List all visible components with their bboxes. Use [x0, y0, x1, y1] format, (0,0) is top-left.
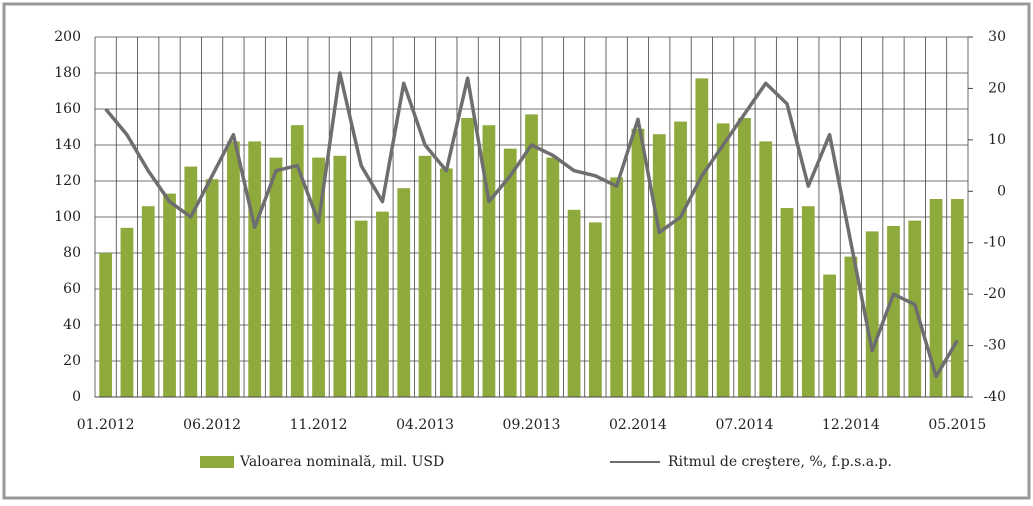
- bar: [461, 118, 475, 397]
- bar: [652, 134, 666, 397]
- y-tick-label: 200: [54, 29, 81, 45]
- bar: [99, 253, 113, 397]
- x-tick-label: 04.2013: [396, 417, 454, 433]
- bar: [887, 226, 900, 397]
- bar: [141, 206, 155, 397]
- bar: [631, 128, 645, 398]
- x-tick-label: 01.2012: [77, 417, 135, 433]
- bar: [759, 141, 773, 397]
- bar: [439, 168, 453, 397]
- bar: [546, 157, 560, 397]
- bar: [503, 148, 517, 397]
- bar: [674, 121, 687, 397]
- y2-tick-label: -30: [983, 338, 1006, 354]
- bar: [865, 231, 879, 397]
- bar: [184, 166, 198, 397]
- bar: [205, 179, 219, 397]
- bar: [844, 256, 858, 397]
- bar: [418, 155, 432, 397]
- x-tick-label: 11.2012: [290, 417, 348, 433]
- y-tick-label: 100: [54, 209, 81, 225]
- y-tick-label: 140: [54, 137, 81, 153]
- bar: [950, 199, 964, 397]
- bar: [290, 125, 304, 397]
- legend-label: Ritmul de creştere, %, f.p.s.a.p.: [668, 454, 892, 470]
- bar: [248, 141, 262, 397]
- y2-tick-label: -40: [983, 389, 1006, 405]
- bar: [823, 274, 836, 397]
- bar: [269, 157, 283, 397]
- bar: [588, 222, 602, 397]
- bar: [929, 199, 943, 397]
- bar: [397, 188, 411, 397]
- y-tick-label: 120: [54, 173, 81, 189]
- y-tick-label: 80: [63, 245, 81, 261]
- y-tick-label: 60: [63, 281, 81, 297]
- growth-line: [104, 71, 959, 379]
- y2-tick-label: 0: [997, 183, 1006, 199]
- x-tick-label: 07.2014: [715, 417, 773, 433]
- legend-swatch: [200, 456, 234, 468]
- x-tick-label: 12.2014: [822, 417, 880, 433]
- x-tick-label: 02.2014: [609, 417, 667, 433]
- legend-label: Valoarea nominală, mil. USD: [239, 454, 444, 470]
- y-tick-label: 40: [63, 317, 81, 333]
- y2-tick-label: 10: [988, 132, 1006, 148]
- bar: [738, 118, 751, 397]
- bar: [567, 209, 581, 397]
- y2-tick-label: 30: [988, 29, 1006, 45]
- bar: [354, 220, 368, 397]
- x-tick-label: 06.2012: [183, 417, 241, 433]
- y-tick-label: 180: [54, 65, 81, 81]
- y-tick-label: 0: [72, 389, 81, 405]
- x-tick-label: 09.2013: [503, 417, 561, 433]
- bar: [780, 208, 794, 397]
- bar: [525, 114, 538, 398]
- y2-tick-label: -10: [983, 235, 1006, 251]
- y2-tick-label: -20: [983, 286, 1006, 302]
- bar: [227, 141, 240, 397]
- y-tick-label: 160: [54, 101, 81, 117]
- bar: [610, 177, 624, 397]
- bar: [163, 193, 176, 397]
- y2-tick-label: 20: [988, 80, 1006, 96]
- bar: [120, 227, 134, 397]
- x-tick-label: 05.2015: [928, 417, 986, 433]
- bar: [801, 206, 815, 397]
- y-tick-label: 20: [63, 353, 81, 369]
- bar: [333, 155, 347, 397]
- bar: [716, 123, 730, 398]
- bar: [376, 211, 389, 397]
- bar: [695, 78, 709, 398]
